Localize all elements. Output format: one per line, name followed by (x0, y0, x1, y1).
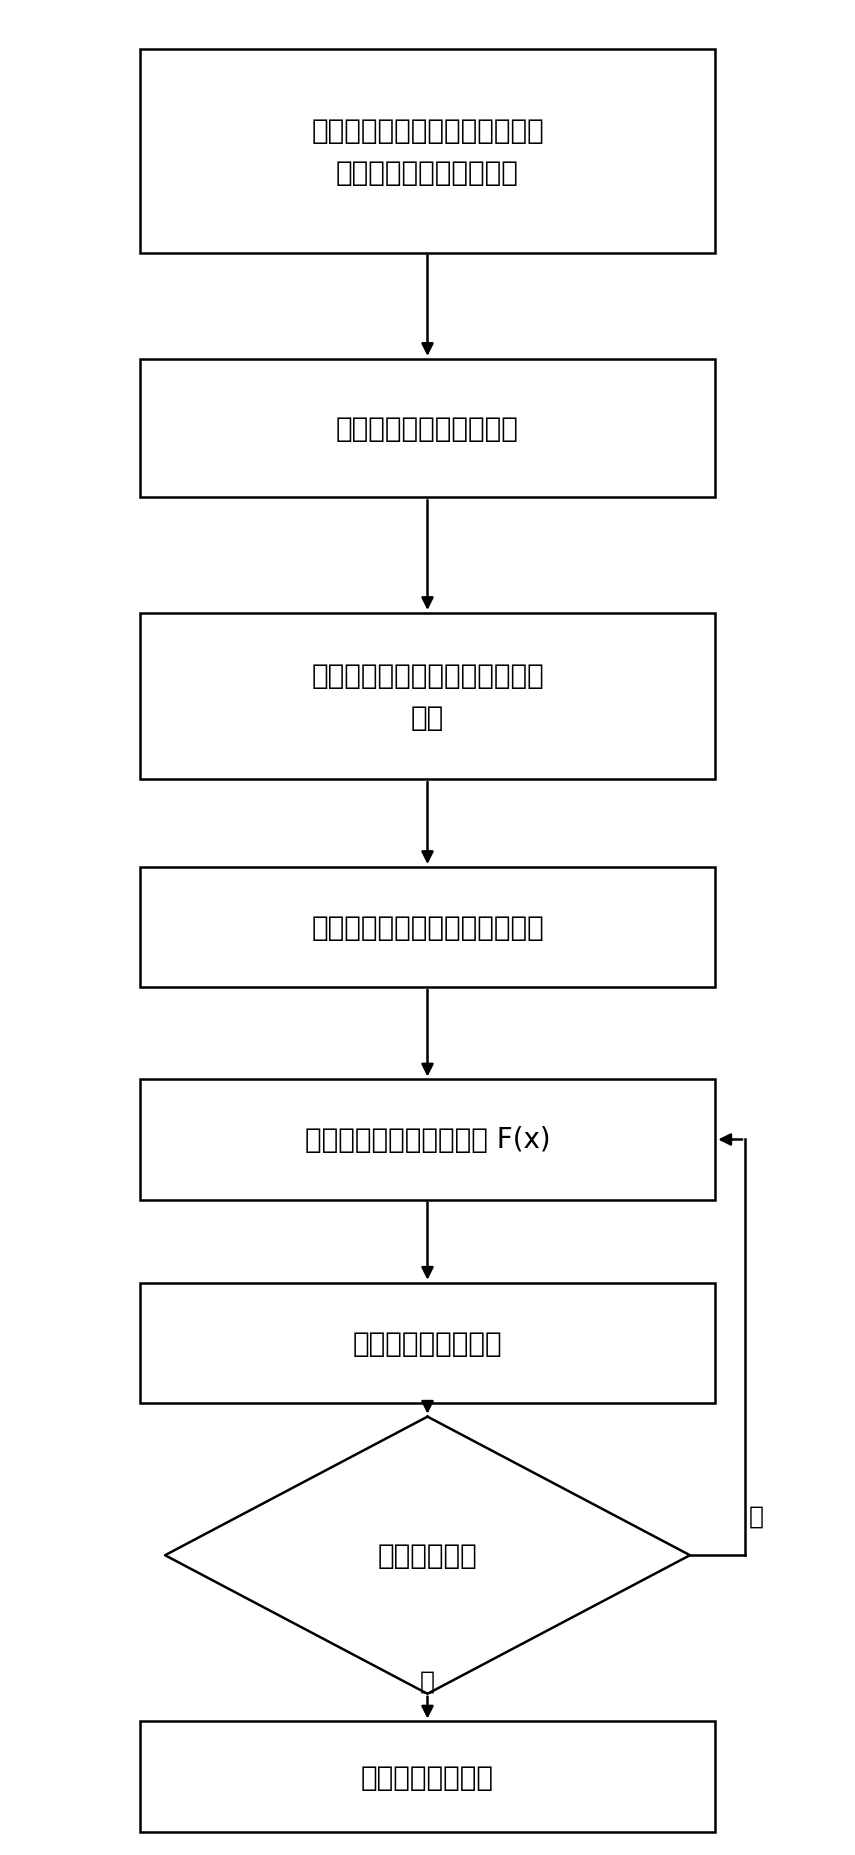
Text: 优化效果显著: 优化效果显著 (378, 1542, 477, 1569)
Text: 线性加权法构造评价函数 F(x): 线性加权法构造评价函数 F(x) (304, 1126, 551, 1154)
Text: 综合目标法转化多目标优化问题: 综合目标法转化多目标优化问题 (311, 913, 544, 942)
Text: 输出最优参数组合: 输出最优参数组合 (361, 1762, 494, 1790)
Bar (139, 1721, 716, 1833)
Bar (139, 868, 716, 987)
Text: 试验设计获取样本点扬程: 试验设计获取样本点扬程 (336, 416, 519, 443)
Text: 是: 是 (420, 1670, 435, 1694)
Bar (139, 1284, 716, 1402)
Bar (139, 1080, 716, 1200)
Text: 否: 否 (749, 1504, 764, 1529)
Bar (139, 50, 716, 254)
Text: 建立辐条参数与扬程之间的函数
关系: 建立辐条参数与扬程之间的函数 关系 (311, 662, 544, 731)
Bar (139, 360, 716, 499)
Bar (139, 614, 716, 779)
Text: 粒子群算法全局寻优: 粒子群算法全局寻优 (352, 1328, 503, 1358)
Text: 确定辐条多工况优化设计初始条
件：设计参数与典型工况: 确定辐条多工况优化设计初始条 件：设计参数与典型工况 (311, 117, 544, 187)
